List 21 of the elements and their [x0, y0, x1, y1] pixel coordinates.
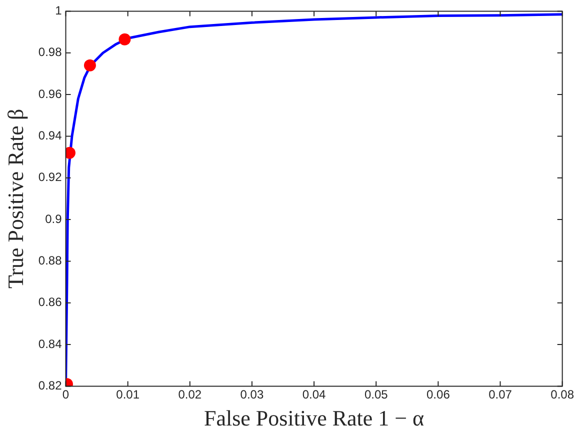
x-tick-label: 0.07 — [488, 388, 512, 402]
x-tick-label: 0.02 — [178, 388, 202, 402]
y-tick-label: 0.98 — [38, 45, 62, 60]
x-tick-label: 0.03 — [240, 388, 264, 402]
x-axis-title: False Positive Rate 1 − α — [204, 406, 425, 431]
y-tick-label: 0.94 — [38, 128, 62, 143]
x-tick-label: 0.04 — [302, 388, 326, 402]
y-tick-label: 0.86 — [38, 295, 62, 310]
x-tick-label: 0.08 — [550, 388, 574, 402]
x-tick-label: 0 — [62, 388, 70, 402]
y-tick-label: 1 — [55, 4, 62, 18]
x-tick-label: 0.01 — [116, 388, 140, 402]
x-tick-label: 0.05 — [364, 388, 388, 402]
y-tick-label: 0.96 — [38, 86, 62, 101]
y-tick-label: 0.92 — [38, 170, 62, 184]
y-tick-label: 0.82 — [38, 378, 62, 393]
y-tick-label: 0.84 — [38, 336, 62, 351]
y-tick-label: 0.9 — [45, 212, 62, 226]
x-tick-label: 0.06 — [426, 388, 450, 402]
y-tick-label: 0.88 — [38, 254, 62, 268]
y-axis-title: True Positive Rate β — [2, 108, 28, 289]
